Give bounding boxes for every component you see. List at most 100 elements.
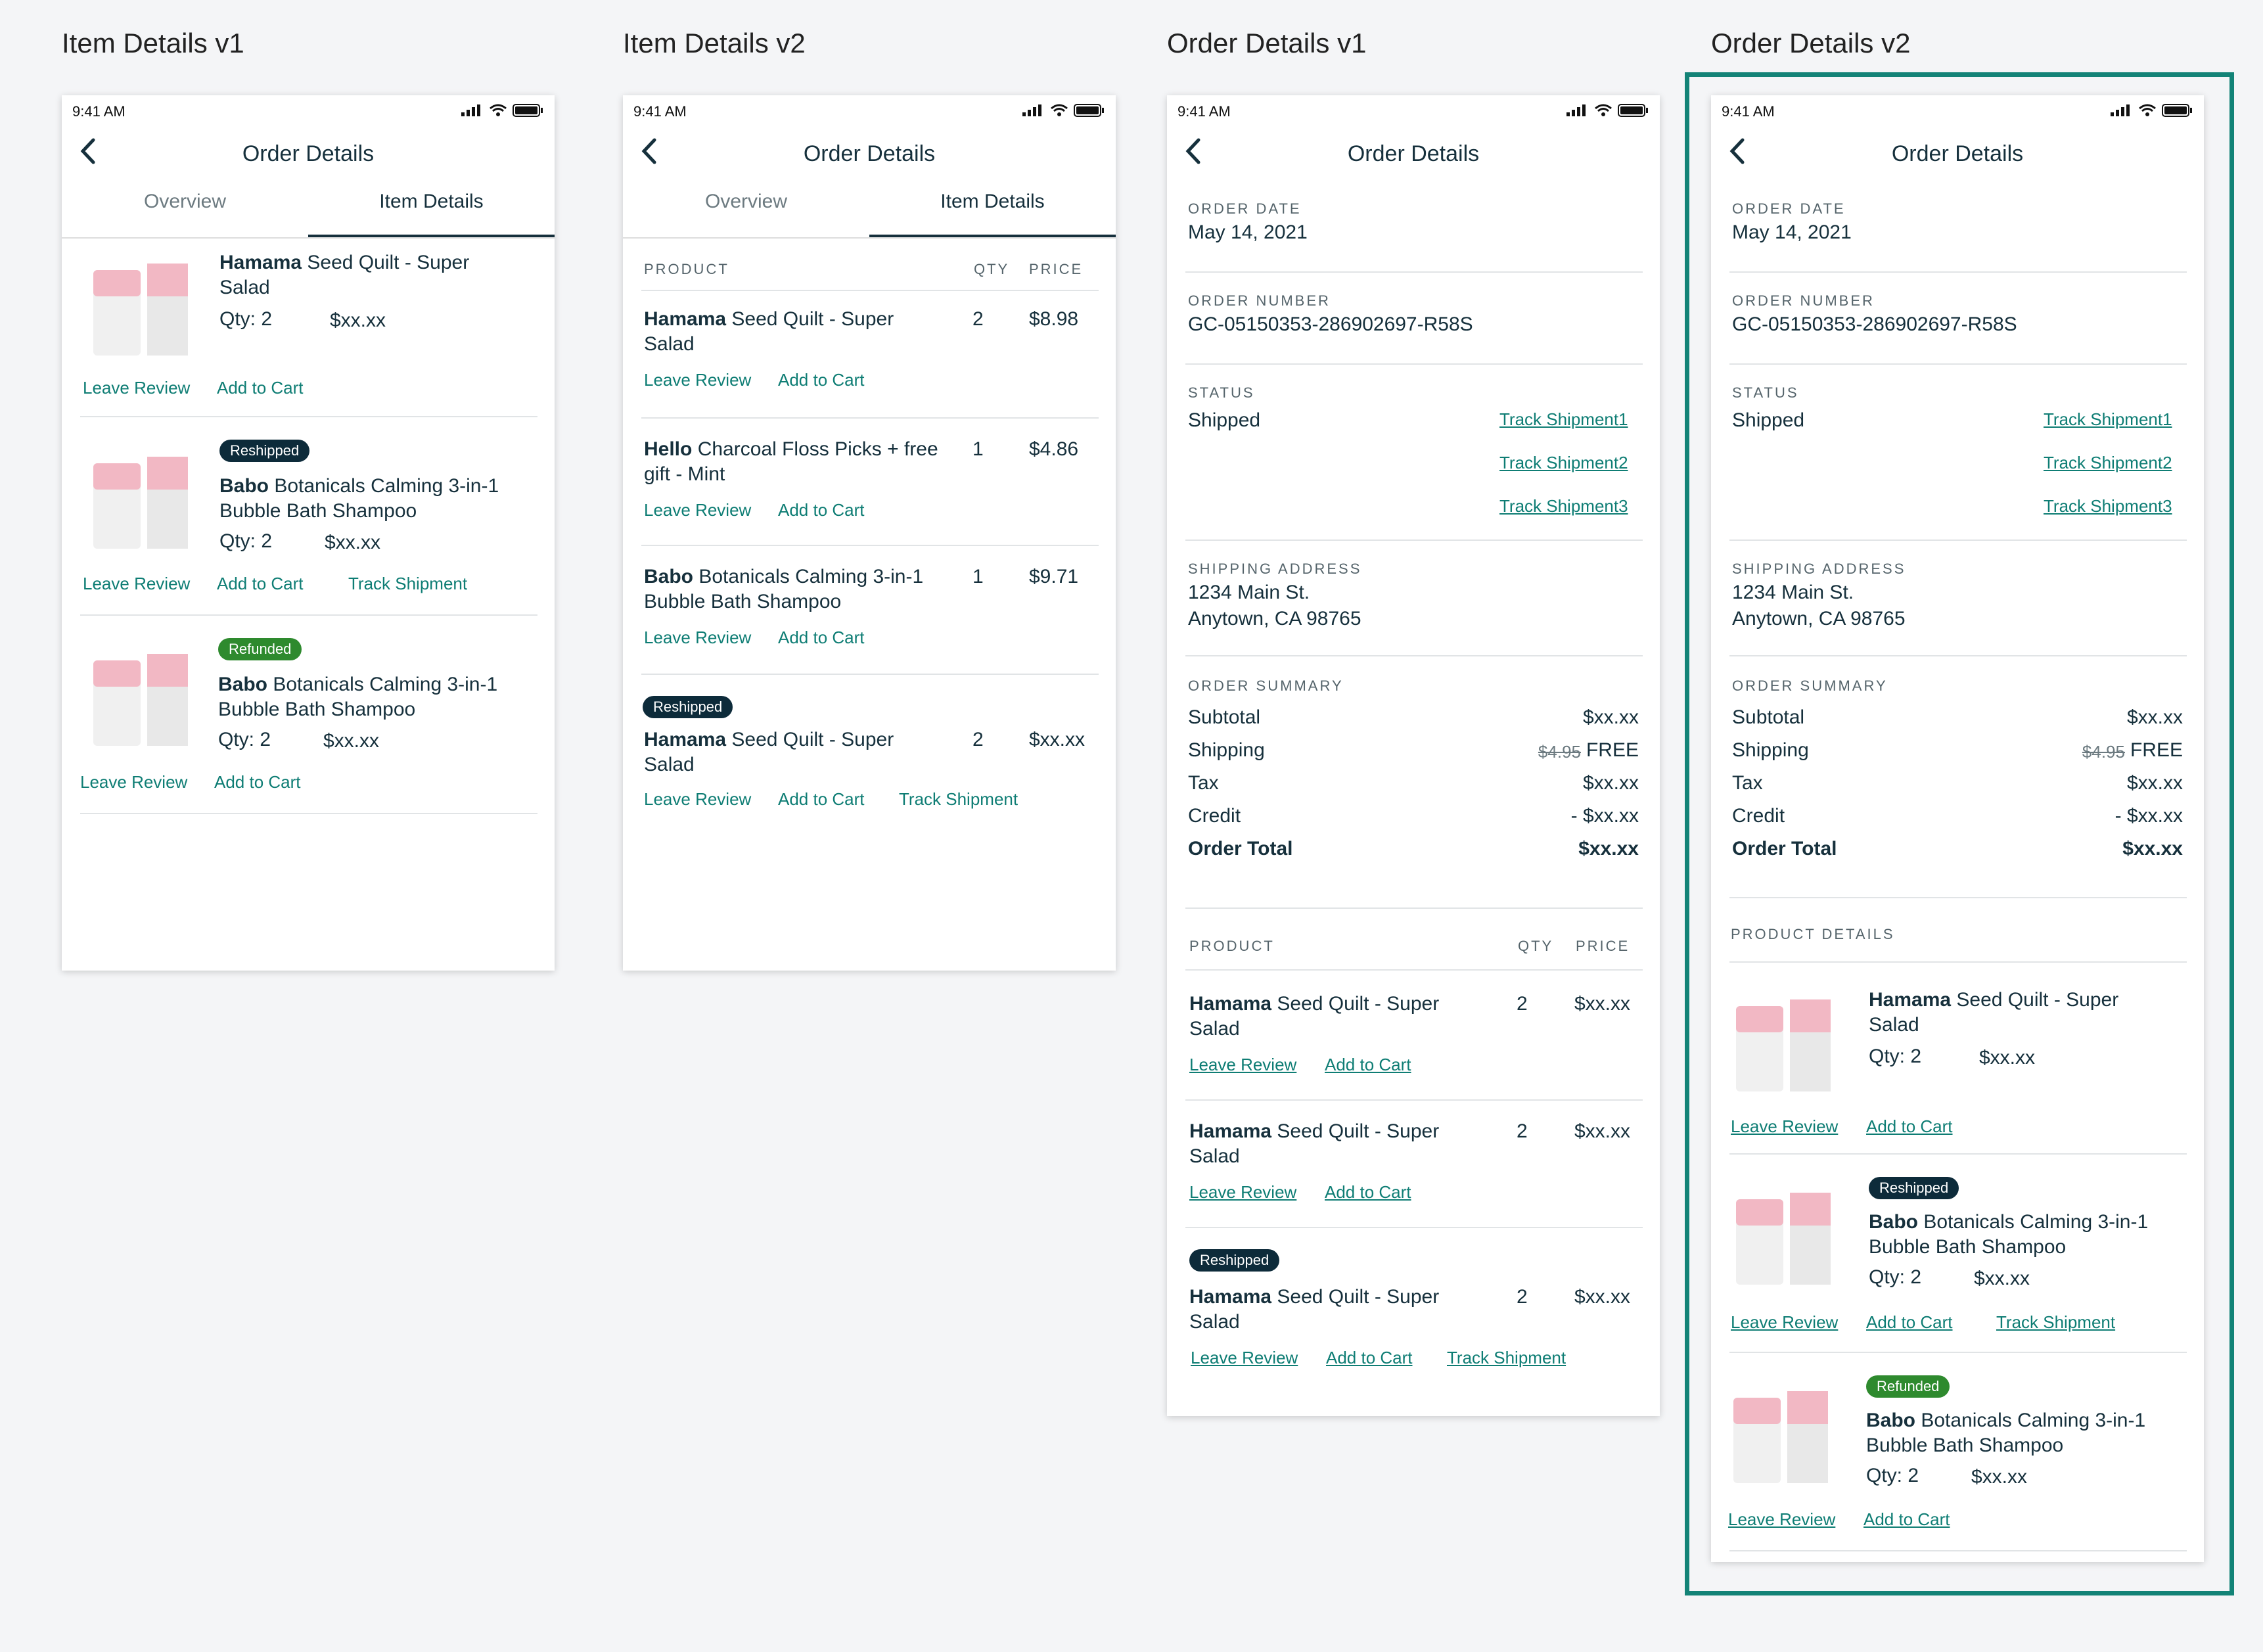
order-number-label: ORDER NUMBER [1732,292,1875,309]
leave-review-link[interactable]: Leave Review [1189,1182,1297,1202]
leave-review-link[interactable]: Leave Review [1731,1116,1839,1136]
wifi-icon [1051,104,1068,116]
shipping-address-label: SHIPPING ADDRESS [1732,561,1906,577]
address-line-2: Anytown, CA 98765 [1732,608,1906,630]
divider [641,545,1099,546]
leave-review-link[interactable]: Leave Review [644,628,752,647]
add-to-cart-link[interactable]: Add to Cart [217,378,304,398]
add-to-cart-link[interactable]: Add to Cart [1325,1055,1411,1074]
product-image [93,264,188,356]
product-name: Hamama Seed Quilt - Super Salad [219,252,470,298]
add-to-cart-link[interactable]: Add to Cart [217,574,304,593]
product-price: $xx.xx [330,310,386,331]
add-to-cart-link[interactable]: Add to Cart [1326,1348,1413,1367]
product-price: $xx.xx [1029,729,1086,750]
phone-item-details-v1: 9:41 AM Order Details Overview Item Deta… [62,95,555,971]
divider [80,813,537,814]
track-shipment-2-link[interactable]: Track Shipment2 [1499,453,1628,472]
column-header-product: PRODUCT [1189,938,1275,954]
nav-title: Order Details [1347,141,1480,166]
credit-label: Credit [1732,805,1785,827]
back-chevron-icon[interactable] [74,136,104,166]
leave-review-link[interactable]: Leave Review [83,574,191,593]
add-to-cart-link[interactable]: Add to Cart [214,772,301,792]
track-shipment-3-link[interactable]: Track Shipment3 [2044,496,2172,516]
status-bar: 9:41 AM [1711,95,2204,122]
track-shipment-1-link[interactable]: Track Shipment1 [2044,409,2172,429]
tax-label: Tax [1732,772,1763,794]
status-time: 9:41 AM [1722,103,1775,120]
status-time: 9:41 AM [1177,103,1231,120]
add-to-cart-link[interactable]: Add to Cart [778,789,865,809]
tab-item-details[interactable]: Item Details [869,181,1116,237]
product-image [1736,1193,1831,1285]
product-qty: 2 [1517,1286,1528,1308]
track-shipment-link[interactable]: Track Shipment [899,789,1018,809]
divider [1729,271,2187,273]
back-chevron-icon[interactable] [1179,136,1209,166]
divider [1185,539,1643,541]
product-name: Hamama Seed Quilt - Super Salad [1189,1286,1440,1333]
product-price: $xx.xx [1974,1268,2030,1289]
tax-label: Tax [1188,772,1219,794]
tab-bar: Overview Item Details [623,181,1116,239]
back-chevron-icon[interactable] [635,136,665,166]
order-date-label: ORDER DATE [1188,200,1302,217]
order-summary-label: ORDER SUMMARY [1732,677,1888,694]
tab-overview[interactable]: Overview [704,191,788,212]
leave-review-link[interactable]: Leave Review [1728,1509,1836,1529]
product-price: $8.98 [1029,308,1079,330]
column-title-order-details-v2: Order Details v2 [1711,28,1911,58]
leave-review-link[interactable]: Leave Review [644,789,752,809]
product-name: Hamama Seed Quilt - Super Salad [1189,1120,1440,1167]
battery-icon [2162,104,2192,117]
leave-review-link[interactable]: Leave Review [644,370,752,390]
add-to-cart-link[interactable]: Add to Cart [1866,1116,1953,1136]
track-shipment-link[interactable]: Track Shipment [1447,1348,1566,1367]
leave-review-link[interactable]: Leave Review [1191,1348,1298,1367]
product-qty: Qty: 2 [1869,1045,1922,1067]
track-shipment-2-link[interactable]: Track Shipment2 [2044,453,2172,472]
phone-item-details-v2: 9:41 AM Order Details Overview Item Deta… [623,95,1116,971]
credit-label: Credit [1188,805,1241,827]
leave-review-link[interactable]: Leave Review [1731,1312,1839,1332]
product-qty: Qty: 2 [218,729,271,750]
add-to-cart-link[interactable]: Add to Cart [1866,1312,1953,1332]
status-time: 9:41 AM [633,103,687,120]
track-shipment-link[interactable]: Track Shipment [348,574,468,593]
add-to-cart-link[interactable]: Add to Cart [778,500,865,520]
column-header-product: PRODUCT [644,261,729,277]
add-to-cart-link[interactable]: Add to Cart [1863,1509,1950,1529]
back-chevron-icon[interactable] [1723,136,1753,166]
status-badge-refunded: Refunded [1866,1375,1950,1398]
product-qty: 2 [972,308,984,330]
product-name: Babo Botanicals Calming 3-in-1 Bubble Bat… [644,566,924,612]
track-shipment-3-link[interactable]: Track Shipment3 [1499,496,1628,516]
track-shipment-link[interactable]: Track Shipment [1996,1312,2116,1332]
order-number: GC-05150353-286902697-R58S [1732,313,2017,335]
phone-order-details-v1: 9:41 AM Order Details ORDER DATE May 14,… [1167,95,1660,1416]
product-price: $xx.xx [1979,1047,2036,1068]
track-shipment-1-link[interactable]: Track Shipment1 [1499,409,1628,429]
leave-review-link[interactable]: Leave Review [80,772,188,792]
product-qty: 2 [1517,1120,1528,1142]
leave-review-link[interactable]: Leave Review [1189,1055,1297,1074]
add-to-cart-link[interactable]: Add to Cart [778,628,865,647]
divider [1185,363,1643,365]
leave-review-link[interactable]: Leave Review [83,378,191,398]
add-to-cart-link[interactable]: Add to Cart [1325,1182,1411,1202]
credit-value: - $xx.xx [1570,805,1639,827]
status-bar: 9:41 AM [1167,95,1660,122]
status-badge-reshipped: Reshipped [1869,1177,1959,1199]
shipping-old-price: $4.95 [1538,742,1581,762]
order-number: GC-05150353-286902697-R58S [1188,313,1473,335]
divider [1185,907,1643,909]
leave-review-link[interactable]: Leave Review [644,500,752,520]
tab-overview[interactable]: Overview [143,191,227,212]
tab-item-details[interactable]: Item Details [308,181,555,237]
shipping-value: FREE [1586,739,1639,761]
order-status: Shipped [1732,409,1805,431]
order-date: May 14, 2021 [1188,221,1308,243]
divider [1729,1550,2187,1551]
add-to-cart-link[interactable]: Add to Cart [778,370,865,390]
